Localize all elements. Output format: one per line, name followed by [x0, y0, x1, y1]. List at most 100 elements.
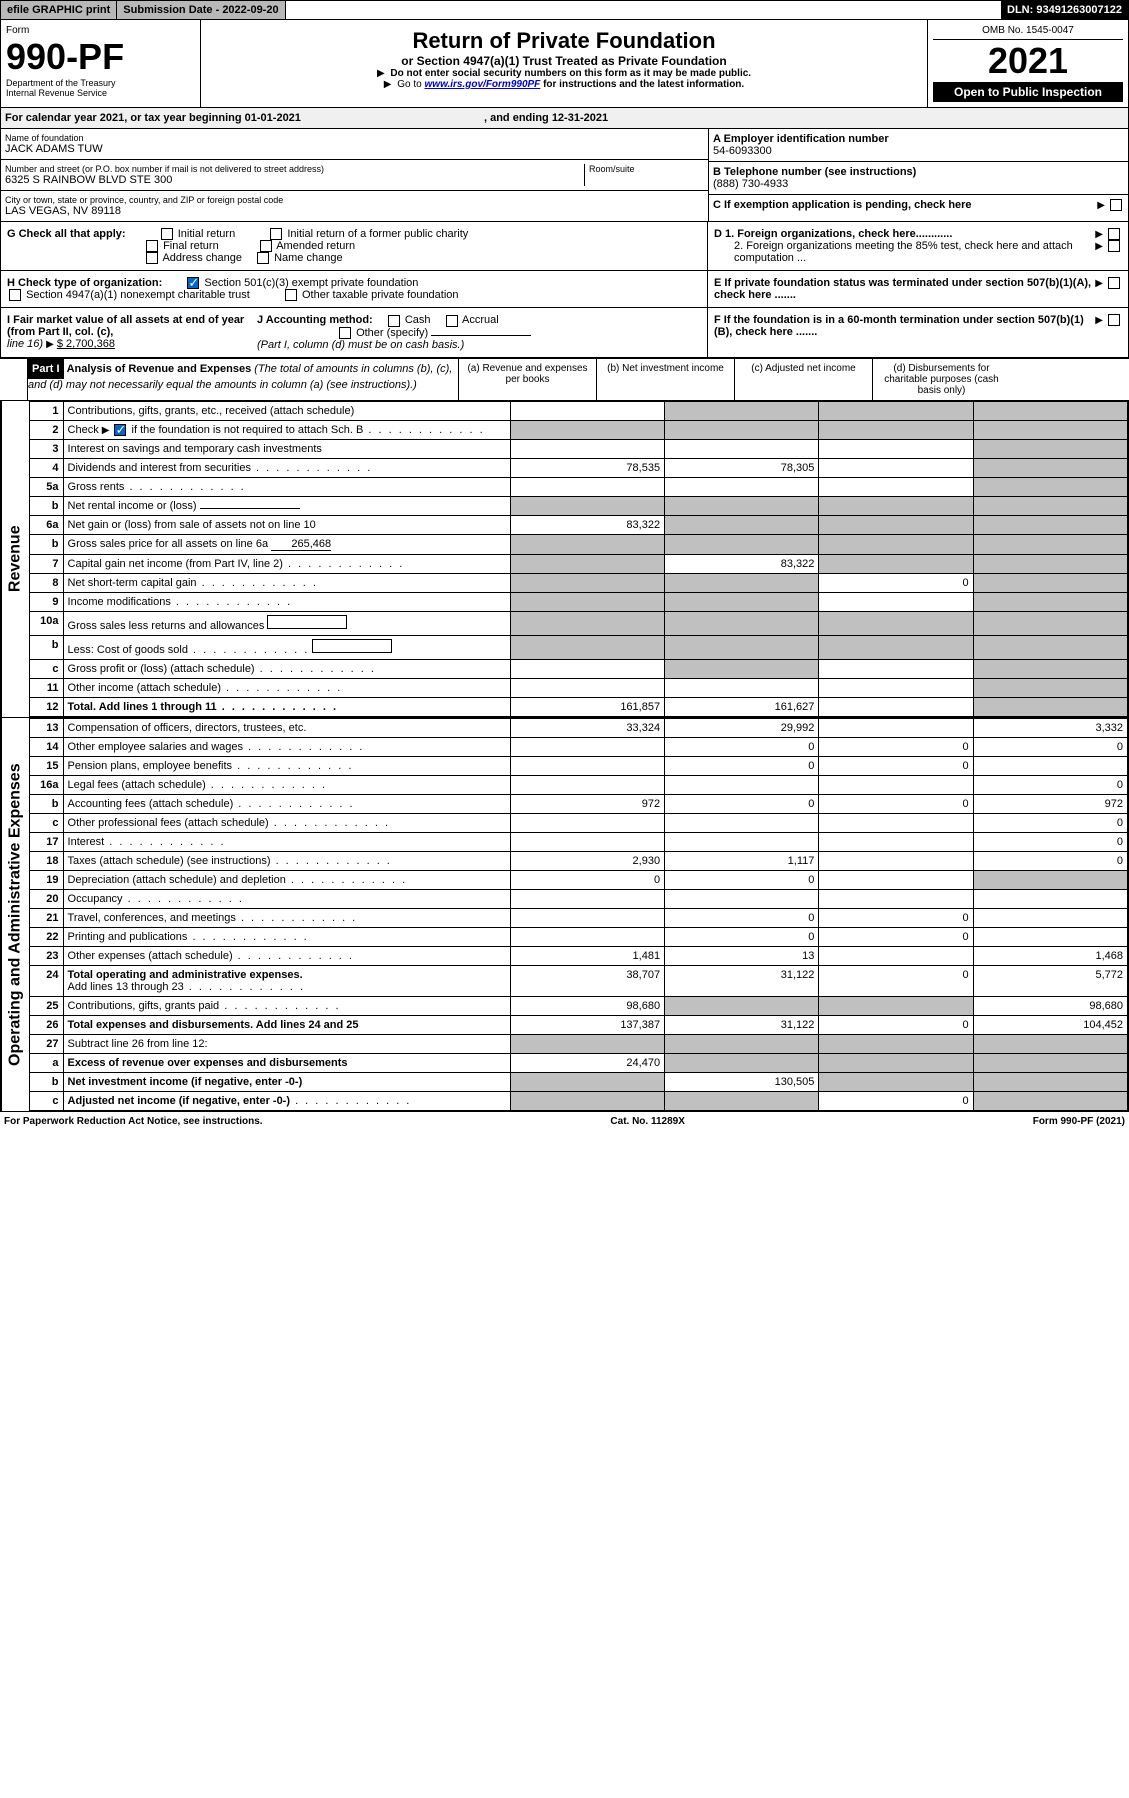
table-row: bLess: Cost of goods sold — [30, 635, 1128, 659]
schb-checkbox[interactable] — [114, 424, 126, 436]
table-row: 19Depreciation (attach schedule) and dep… — [30, 870, 1128, 889]
footer-left: For Paperwork Reduction Act Notice, see … — [4, 1116, 263, 1127]
phone: (888) 730-4933 — [713, 178, 1124, 190]
irs-link[interactable]: www.irs.gov/Form990PF — [425, 79, 541, 90]
col-c: (c) Adjusted net income — [734, 359, 872, 400]
table-row: bNet investment income (if negative, ent… — [30, 1072, 1128, 1091]
table-row: 9Income modifications — [30, 592, 1128, 611]
accrual-checkbox[interactable] — [446, 315, 458, 327]
table-row: cAdjusted net income (if negative, enter… — [30, 1091, 1128, 1110]
table-row: cOther professional fees (attach schedul… — [30, 813, 1128, 832]
table-row: 10aGross sales less returns and allowanc… — [30, 611, 1128, 635]
f-checkbox[interactable] — [1108, 314, 1120, 326]
table-row: 1Contributions, gifts, grants, etc., rec… — [30, 401, 1128, 420]
table-row: 12Total. Add lines 1 through 11161,85716… — [30, 697, 1128, 716]
header-right: OMB No. 1545-0047 2021 Open to Public In… — [928, 20, 1128, 107]
form-number: 990-PF — [6, 36, 195, 78]
name-change-checkbox[interactable] — [257, 252, 269, 264]
h-section: H Check type of organization: Section 50… — [1, 271, 708, 307]
table-row: 26Total expenses and disbursements. Add … — [30, 1015, 1128, 1034]
foundation-name: JACK ADAMS TUW — [5, 143, 704, 155]
top-bar: efile GRAPHIC print Submission Date - 20… — [0, 0, 1129, 20]
ein-row: A Employer identification number 54-6093… — [709, 129, 1128, 162]
info-left: Name of foundation JACK ADAMS TUW Number… — [1, 129, 708, 221]
header-left: Form 990-PF Department of the Treasury I… — [1, 20, 201, 107]
final-return-checkbox[interactable] — [146, 240, 158, 252]
e-checkbox[interactable] — [1108, 277, 1120, 289]
footer-right: Form 990-PF (2021) — [1033, 1116, 1125, 1127]
other-checkbox[interactable] — [339, 327, 351, 339]
ein: 54-6093300 — [713, 145, 1124, 157]
initial-return-checkbox[interactable] — [161, 228, 173, 240]
table-row: bNet rental income or (loss) — [30, 496, 1128, 515]
table-row: 3Interest on savings and temporary cash … — [30, 439, 1128, 458]
checks-h-e: H Check type of organization: Section 50… — [0, 271, 1129, 308]
revenue-table: 1Contributions, gifts, grants, etc., rec… — [29, 401, 1128, 717]
footer: For Paperwork Reduction Act Notice, see … — [0, 1112, 1129, 1131]
table-row: 20Occupancy — [30, 889, 1128, 908]
col-d: (d) Disbursements for charitable purpose… — [872, 359, 1010, 400]
table-row: 7Capital gain net income (from Part IV, … — [30, 554, 1128, 573]
phone-row: B Telephone number (see instructions) (8… — [709, 162, 1128, 195]
col-a: (a) Revenue and expenses per books — [458, 359, 596, 400]
table-row: 23Other expenses (attach schedule)1,4811… — [30, 946, 1128, 965]
fmv-value: $ 2,700,368 — [57, 338, 115, 350]
exemption-checkbox[interactable] — [1110, 199, 1122, 211]
table-row: 6aNet gain or (loss) from sale of assets… — [30, 515, 1128, 534]
dept: Department of the Treasury — [6, 78, 195, 88]
table-row: aExcess of revenue over expenses and dis… — [30, 1053, 1128, 1072]
table-row: 13Compensation of officers, directors, t… — [30, 718, 1128, 737]
table-row: 27Subtract line 26 from line 12: — [30, 1034, 1128, 1053]
amended-checkbox[interactable] — [260, 240, 272, 252]
expenses-side-label: Operating and Administrative Expenses — [1, 718, 29, 1111]
foundation-name-row: Name of foundation JACK ADAMS TUW — [1, 129, 708, 160]
form-label: Form — [6, 25, 195, 36]
expenses-table: 13Compensation of officers, directors, t… — [29, 718, 1128, 1111]
col-b: (b) Net investment income — [596, 359, 734, 400]
i-j-section: I Fair market value of all assets at end… — [1, 308, 708, 356]
info-right: A Employer identification number 54-6093… — [708, 129, 1128, 221]
table-row: 14Other employee salaries and wages000 — [30, 737, 1128, 756]
g-section: G Check all that apply: Initial return I… — [1, 222, 708, 270]
address: 6325 S RAINBOW BLVD STE 300 — [5, 174, 584, 186]
checks-g-d: G Check all that apply: Initial return I… — [0, 222, 1129, 271]
table-row: 17Interest0 — [30, 832, 1128, 851]
d-section: D 1. Foreign organizations, check here..… — [708, 222, 1128, 270]
dln: DLN: 93491263007122 — [1001, 1, 1128, 19]
header-note-1: Do not enter social security numbers on … — [209, 68, 919, 79]
table-row: 21Travel, conferences, and meetings00 — [30, 908, 1128, 927]
header-title: Return of Private Foundation — [209, 28, 919, 54]
cash-checkbox[interactable] — [388, 315, 400, 327]
table-row: bGross sales price for all assets on lin… — [30, 534, 1128, 554]
table-row: 24Total operating and administrative exp… — [30, 965, 1128, 996]
table-row: bAccounting fees (attach schedule)972009… — [30, 794, 1128, 813]
info-grid: Name of foundation JACK ADAMS TUW Number… — [0, 129, 1129, 222]
table-row: 5aGross rents — [30, 477, 1128, 496]
address-change-checkbox[interactable] — [146, 252, 158, 264]
d1-checkbox[interactable] — [1108, 228, 1120, 240]
exemption-row: C If exemption application is pending, c… — [709, 195, 1128, 215]
table-row: 8Net short-term capital gain0 — [30, 573, 1128, 592]
501c3-checkbox[interactable] — [187, 277, 199, 289]
open-public: Open to Public Inspection — [933, 82, 1123, 102]
part1-header-row: Part I Analysis of Revenue and Expenses … — [0, 358, 1129, 400]
table-row: 15Pension plans, employee benefits00 — [30, 756, 1128, 775]
expenses-section: Operating and Administrative Expenses 13… — [0, 718, 1129, 1112]
4947-checkbox[interactable] — [9, 289, 21, 301]
efile-label[interactable]: efile GRAPHIC print — [1, 1, 117, 19]
table-row: 18Taxes (attach schedule) (see instructi… — [30, 851, 1128, 870]
taxable-checkbox[interactable] — [285, 289, 297, 301]
submission-date: Submission Date - 2022-09-20 — [117, 1, 285, 19]
table-row: 2Check if the foundation is not required… — [30, 420, 1128, 439]
table-row: 16aLegal fees (attach schedule)0 — [30, 775, 1128, 794]
initial-public-checkbox[interactable] — [270, 228, 282, 240]
e-section: E If private foundation status was termi… — [708, 271, 1128, 307]
f-section: F If the foundation is in a 60-month ter… — [708, 308, 1128, 356]
d2-checkbox[interactable] — [1108, 240, 1120, 252]
form-header: Form 990-PF Department of the Treasury I… — [0, 20, 1129, 108]
table-row: cGross profit or (loss) (attach schedule… — [30, 659, 1128, 678]
table-row: 11Other income (attach schedule) — [30, 678, 1128, 697]
irs: Internal Revenue Service — [6, 88, 195, 98]
city-row: City or town, state or province, country… — [1, 191, 708, 221]
checks-i-j-f: I Fair market value of all assets at end… — [0, 308, 1129, 357]
